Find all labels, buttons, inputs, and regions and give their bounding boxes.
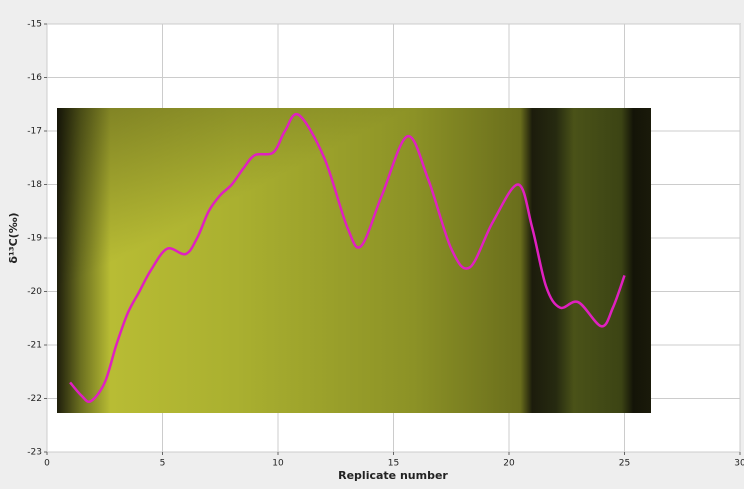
y-axis-title: δ¹³C(‰) [7,212,20,263]
data-line [69,112,626,403]
x-tick-label: 5 [160,459,166,469]
x-axis-title: Replicate number [338,469,448,482]
y-tick-label: -19 [27,234,42,244]
x-tick-label: 15 [388,459,399,469]
x-tick-label: 25 [619,459,630,469]
y-tick-label: -22 [27,394,42,404]
y-tick-label: -18 [27,180,42,190]
y-tick-label: -20 [27,287,42,297]
y-tick-label: -16 [27,73,42,83]
y-tick-label: -17 [27,127,42,137]
x-tick-label: 20 [503,459,515,469]
y-tick-label: -23 [27,448,42,458]
x-tick-label: 10 [272,459,284,469]
x-tick-label: 30 [734,459,744,469]
y-tick-label: -15 [27,20,42,30]
photo-shade [57,108,651,413]
x-tick-label: 0 [44,459,50,469]
y-tick-label: -21 [27,341,42,351]
